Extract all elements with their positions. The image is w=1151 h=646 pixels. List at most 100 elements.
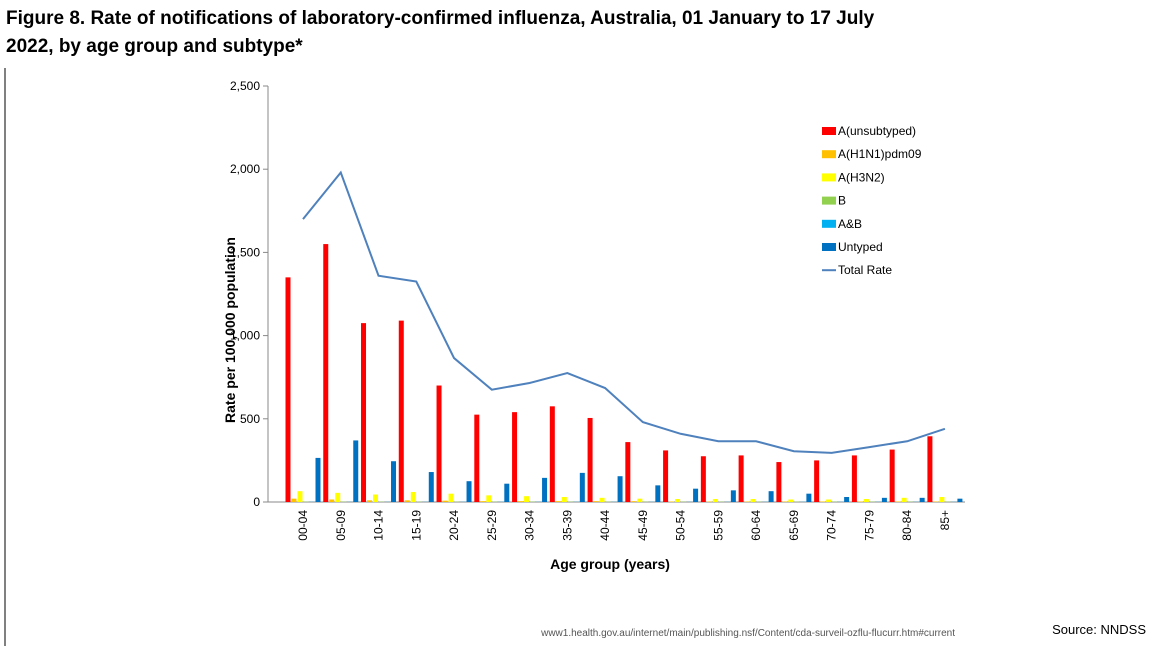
bar (323, 244, 329, 502)
x-tick-label: 05-09 (334, 510, 348, 541)
bar (561, 497, 567, 502)
bar (750, 499, 756, 502)
bar (329, 499, 335, 502)
x-tick-label: 70-74 (825, 510, 839, 541)
x-tick-label: 55-59 (711, 510, 725, 541)
bar (730, 490, 736, 502)
legend-label: A(H1N1)pdm09 (838, 147, 922, 161)
bar (776, 462, 782, 502)
bar (693, 488, 699, 502)
bar (353, 440, 359, 502)
bar (555, 501, 561, 502)
bar (466, 481, 472, 502)
bar (297, 491, 303, 502)
bar (675, 499, 681, 502)
y-tick-label: 0 (253, 495, 260, 509)
legend-label: A(H3N2) (838, 170, 885, 184)
legend-swatch (822, 243, 836, 251)
bar (285, 277, 291, 502)
bar (788, 499, 794, 502)
bar (939, 497, 945, 502)
bar (927, 436, 933, 502)
bar (844, 497, 850, 502)
bar (474, 414, 480, 502)
bar (391, 461, 397, 502)
bar (625, 442, 631, 502)
legend-swatch (822, 150, 836, 159)
chart-title: Figure 8. Rate of notifications of labor… (6, 8, 875, 57)
bar (361, 323, 367, 502)
x-tick-label: 15-19 (409, 510, 423, 541)
bar (436, 385, 442, 502)
bar (335, 492, 341, 502)
x-tick-label: 00-04 (296, 510, 310, 541)
bar (593, 501, 599, 502)
bar (881, 497, 887, 502)
bar (599, 497, 605, 502)
x-tick-label: 45-49 (636, 510, 650, 541)
bar (373, 494, 379, 502)
x-tick-label: 25-29 (485, 510, 499, 541)
bar (579, 472, 585, 502)
bar (398, 320, 404, 502)
x-tick-label: 20-24 (447, 510, 461, 541)
y-tick-label: 2,500 (230, 79, 260, 93)
legend-label: A(unsubtyped) (838, 124, 916, 138)
x-tick-label: 40-44 (598, 510, 612, 541)
bar (768, 491, 774, 502)
y-tick-label: 500 (240, 412, 260, 426)
bar (889, 449, 895, 502)
bar (663, 450, 669, 502)
bar (486, 495, 492, 502)
legend-swatch (822, 173, 836, 182)
bar (826, 499, 832, 502)
bar (480, 501, 486, 502)
y-tick-label: 2,000 (230, 162, 260, 176)
x-tick-label: 65-69 (787, 510, 801, 541)
bar (518, 501, 524, 502)
bar (442, 500, 448, 502)
x-tick-label: 75-79 (862, 510, 876, 541)
bar (655, 485, 661, 502)
legend-label: A&B (838, 217, 862, 231)
bar (587, 417, 593, 502)
bar (863, 499, 869, 502)
bar (448, 493, 454, 502)
legend-swatch (822, 219, 836, 228)
bar (712, 499, 718, 502)
y-axis-label: Rate per 100,000 population (222, 237, 238, 423)
x-tick-label: 60-64 (749, 510, 763, 541)
y-tick-label: 1,500 (230, 245, 260, 259)
source-url: www1.health.gov.au/internet/main/publish… (540, 628, 955, 639)
bar (637, 498, 643, 502)
bar (738, 455, 744, 502)
bar (542, 477, 548, 502)
legend-label: Untyped (838, 240, 883, 254)
x-tick-label: 10-14 (372, 510, 386, 541)
x-tick-label: 35-39 (560, 510, 574, 541)
bar (814, 460, 820, 502)
source: Source: NNDSS (1052, 622, 1146, 637)
bar (851, 455, 857, 502)
bar (410, 492, 416, 502)
bar (291, 498, 297, 502)
legend-swatch (822, 127, 836, 135)
bar (524, 496, 530, 502)
bar (806, 493, 812, 502)
bar (549, 406, 555, 502)
bar (315, 457, 321, 502)
x-tick-label: 80-84 (900, 510, 914, 541)
legend-label: B (838, 194, 846, 208)
legend-label: Total Rate (838, 263, 892, 277)
x-axis-label: Age group (years) (550, 556, 670, 572)
x-tick-label: 30-34 (523, 510, 537, 541)
bar (367, 500, 373, 502)
legend-swatch (822, 196, 836, 205)
x-tick-label: 85+ (938, 510, 952, 530)
bar (428, 472, 434, 502)
bar (504, 483, 510, 502)
bar (631, 501, 637, 502)
bar (919, 497, 925, 502)
bar (957, 498, 963, 502)
